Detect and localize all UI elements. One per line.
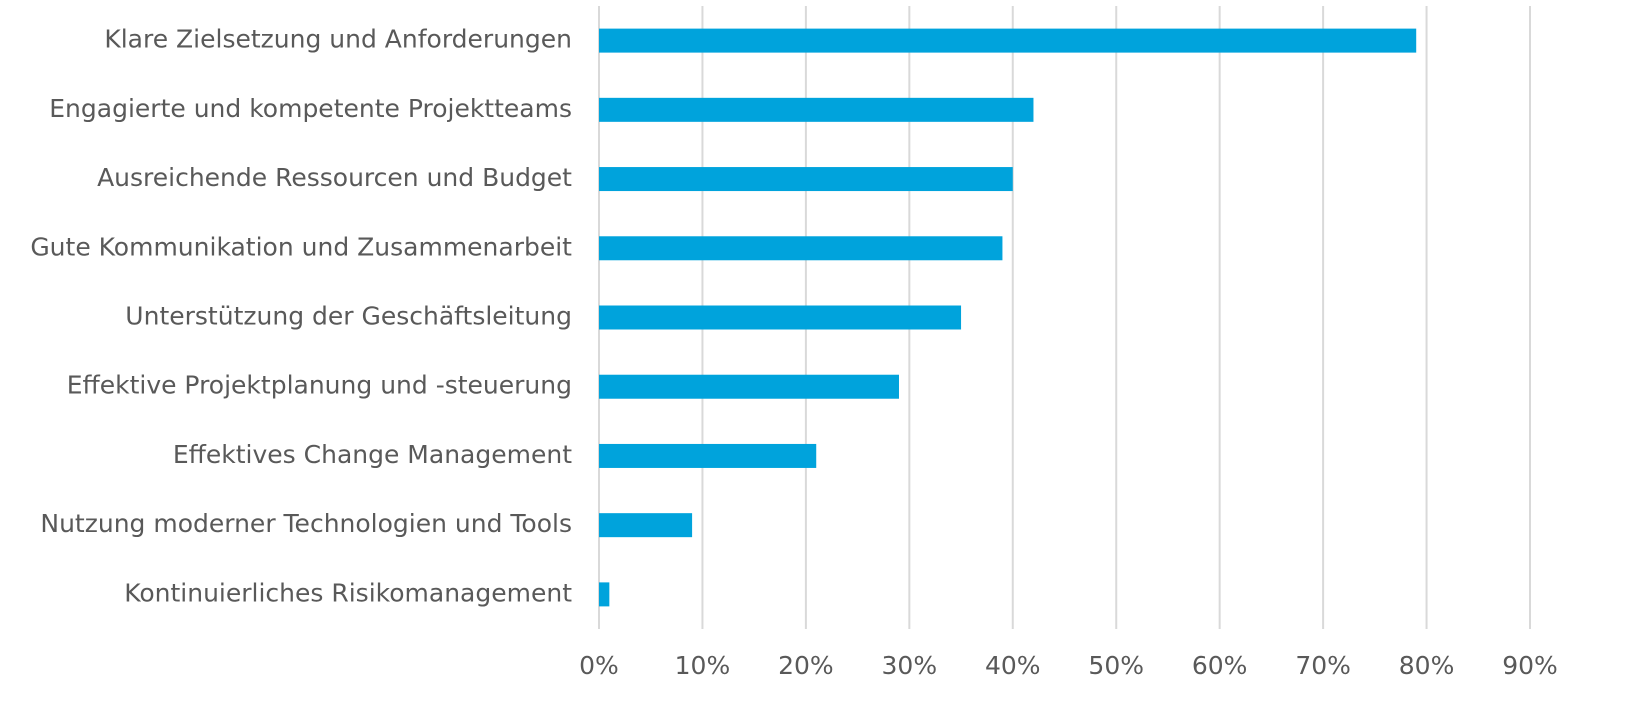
x-tick-label: 30% (882, 651, 938, 680)
x-tick-label: 40% (985, 651, 1041, 680)
y-tick-label: Effektives Change Management (173, 440, 572, 469)
x-tick-label: 20% (778, 651, 834, 680)
x-tick-label: 80% (1399, 651, 1455, 680)
x-tick-label: 70% (1295, 651, 1351, 680)
bar (599, 374, 899, 399)
x-tick-label: 90% (1502, 651, 1558, 680)
y-tick-label: Klare Zielsetzung und Anforderungen (104, 25, 572, 54)
x-tick-label: 10% (675, 651, 731, 680)
bar (599, 236, 1003, 261)
y-tick-label: Effektive Projektplanung und -steuerung (67, 371, 572, 400)
bar (599, 97, 1034, 122)
y-tick-label: Ausreichende Ressourcen und Budget (97, 163, 572, 192)
y-tick-label: Kontinuierliches Risikomanagement (124, 578, 572, 607)
x-tick-label: 0% (579, 651, 619, 680)
y-tick-label: Engagierte und kompetente Projektteams (49, 94, 572, 123)
y-tick-label: Gute Kommunikation und Zusammenarbeit (30, 232, 572, 261)
bar (599, 167, 1013, 192)
x-tick-label: 50% (1088, 651, 1144, 680)
bar (599, 443, 817, 468)
y-tick-label: Nutzung moderner Technologien und Tools (40, 509, 572, 538)
y-tick-label: Unterstützung der Geschäftsleitung (125, 302, 572, 331)
x-tick-label: 60% (1192, 651, 1248, 680)
bar (599, 28, 1417, 53)
bar (599, 582, 610, 607)
bar (599, 513, 693, 538)
bar (599, 305, 962, 330)
